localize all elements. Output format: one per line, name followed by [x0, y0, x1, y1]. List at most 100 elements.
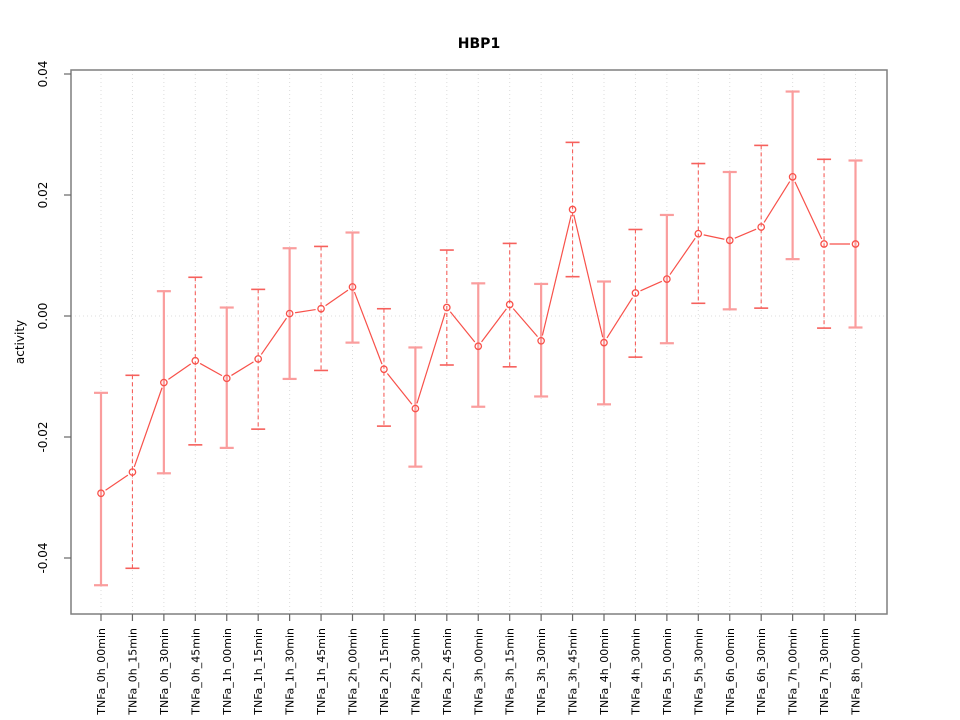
- axis-ticks: [64, 73, 857, 621]
- series-line-segment: [606, 297, 634, 339]
- error-bar: [659, 213, 674, 345]
- error-bar: [439, 249, 454, 366]
- data-point: [694, 229, 703, 238]
- x-tick-label: TNFa_5h_30min: [692, 628, 705, 716]
- x-tick-label: TNFa_6h_30min: [755, 628, 768, 716]
- error-bar: [408, 346, 423, 468]
- data-point: [725, 236, 734, 245]
- error-bar: [817, 158, 832, 329]
- error-bar: [188, 276, 203, 446]
- x-tick-label: TNFa_1h_00min: [221, 628, 234, 716]
- y-axis-label: activity: [13, 320, 27, 364]
- axis-tick-labels: 0.04 0.02 0.00 -0.02 -0.04 TNFa_0h_00min TNFa_…: [36, 61, 863, 716]
- data-points: [97, 173, 860, 498]
- x-tick-label: TNFa_3h_00min: [472, 628, 485, 716]
- data-point: [128, 468, 137, 476]
- error-bars: [94, 90, 863, 587]
- plot-box: [70, 69, 888, 615]
- x-tick-label: TNFa_0h_00min: [95, 628, 108, 716]
- x-tick-label: TNFa_3h_45min: [567, 628, 580, 716]
- data-point: [851, 240, 860, 248]
- x-tick-label: TNFa_0h_45min: [189, 628, 202, 716]
- x-tick-label: TNFa_1h_30min: [284, 628, 297, 716]
- series-line-segment: [640, 280, 663, 292]
- error-bar: [314, 245, 329, 372]
- data-point: [663, 275, 671, 283]
- data-point: [600, 338, 608, 347]
- data-point: [317, 304, 325, 313]
- x-tick-label: TNFa_2h_30min: [409, 628, 422, 716]
- x-tick-label: TNFa_8h_00min: [850, 628, 863, 716]
- series-line-segment: [669, 237, 696, 275]
- y-tick-label: -0.04: [36, 542, 50, 573]
- series-line-segment: [416, 312, 446, 404]
- data-point: [537, 336, 545, 345]
- x-tick-label: TNFa_4h_00min: [598, 628, 611, 716]
- error-bar: [848, 159, 863, 329]
- error-bar: [565, 141, 580, 278]
- error-bar: [219, 306, 234, 449]
- plot-frame: [70, 69, 888, 615]
- x-tick-label: TNFa_2h_45min: [441, 628, 454, 716]
- x-tick-label: TNFa_2h_00min: [347, 628, 360, 716]
- y-tick-label: 0.00: [36, 303, 50, 330]
- data-point: [380, 365, 388, 374]
- error-bar: [251, 288, 266, 430]
- x-tick-label: TNFa_3h_30min: [535, 628, 548, 716]
- x-tick-label: TNFa_0h_15min: [126, 628, 139, 716]
- series-line-segment: [386, 373, 413, 405]
- error-bar: [125, 374, 140, 570]
- data-point: [348, 283, 357, 291]
- x-tick-label: TNFa_4h_30min: [629, 628, 642, 716]
- x-tick-label: TNFa_0h_30min: [158, 628, 171, 716]
- data-point: [442, 303, 451, 312]
- x-tick-label: TNFa_7h_30min: [818, 628, 831, 716]
- series-line: [105, 181, 850, 491]
- x-tick-label: TNFa_5h_00min: [661, 628, 674, 716]
- error-bar: [94, 391, 108, 587]
- x-tick-label: TNFa_2h_15min: [378, 628, 391, 716]
- series-line-segment: [449, 311, 476, 343]
- series-line-segment: [763, 181, 791, 223]
- data-point: [191, 356, 200, 365]
- error-bar: [345, 231, 360, 344]
- data-point: [757, 223, 766, 231]
- y-tick-label: 0.04: [36, 61, 50, 88]
- series-line-segment: [325, 289, 349, 307]
- series-line-segment: [133, 387, 163, 468]
- data-point: [222, 374, 231, 383]
- x-tick-label: TNFa_1h_45min: [315, 628, 328, 716]
- y-tick-label: -0.02: [36, 421, 50, 452]
- series-line-segment: [481, 308, 507, 343]
- error-bar: [785, 90, 800, 261]
- series-line-segment: [294, 308, 316, 314]
- x-tick-label: TNFa_7h_00min: [787, 628, 800, 716]
- series-line-segment: [168, 363, 192, 380]
- data-point: [474, 342, 483, 351]
- series-line-segment: [573, 214, 604, 338]
- series-line-segment: [260, 317, 287, 355]
- error-bar: [628, 228, 643, 358]
- series-line-segment: [199, 362, 223, 377]
- data-point: [505, 300, 514, 309]
- data-point: [568, 205, 577, 214]
- series-line-segment: [541, 214, 572, 336]
- series-line-segment: [794, 181, 823, 240]
- series-line-segment: [512, 308, 538, 338]
- error-bar: [471, 282, 486, 408]
- error-bar: [722, 170, 737, 311]
- error-bar: [754, 144, 769, 309]
- data-point: [631, 289, 640, 297]
- chart-title: HBP1: [458, 36, 500, 52]
- data-point: [254, 355, 263, 363]
- data-point: [97, 489, 105, 498]
- error-bar: [376, 307, 391, 427]
- series-line-segment: [231, 361, 254, 376]
- series-line-segment: [703, 234, 725, 240]
- x-tick-label: TNFa_3h_15min: [504, 628, 517, 716]
- y-tick-label: 0.02: [36, 182, 50, 209]
- series-line-segment: [353, 291, 383, 365]
- x-tick-label: TNFa_1h_15min: [252, 628, 265, 716]
